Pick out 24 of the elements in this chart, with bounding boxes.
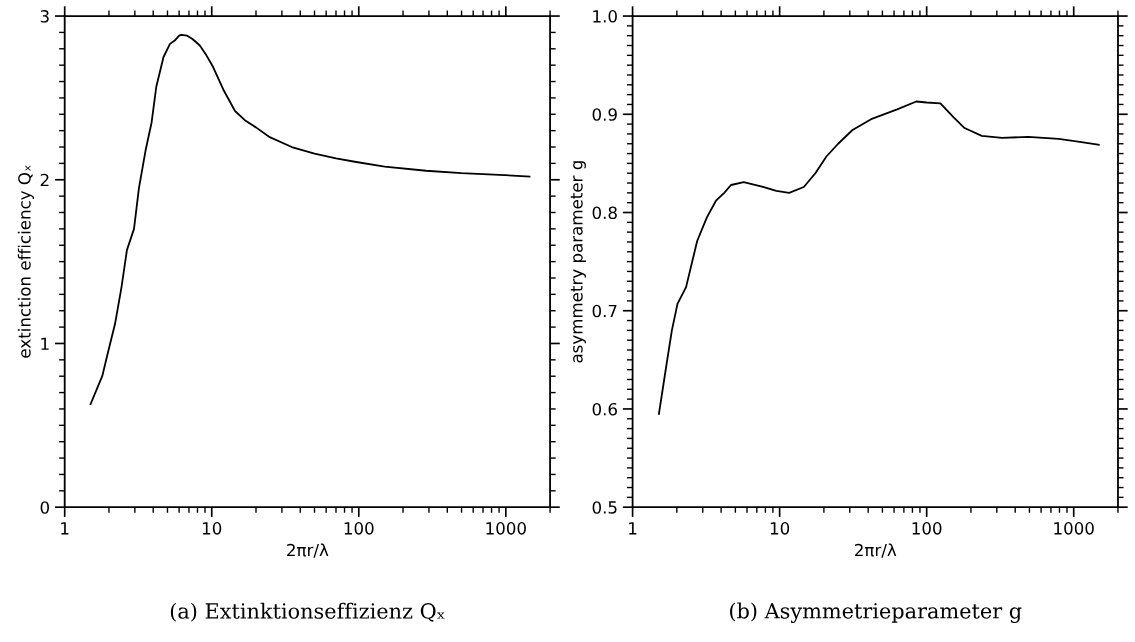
x-tick-label: 100: [344, 522, 374, 535]
x-tick-label: 1000: [486, 522, 526, 535]
x-tick-label: 100: [912, 522, 942, 535]
text: (a) Extinktionseffizienz Qₓ: [170, 602, 445, 622]
y-tick-label: 0.8: [592, 206, 617, 220]
y-tick-label: 0.7: [592, 304, 617, 318]
y-axis-title: asymmetry parameter g: [570, 161, 586, 363]
y-tick-label: 0.9: [592, 108, 617, 121]
y-axis-title: extinction efficiency Qₓ: [17, 165, 34, 358]
x-tick-label: 10: [202, 522, 222, 535]
x-axis-title: 2πr/λ: [855, 543, 897, 558]
x-tick-label: 1000: [1054, 522, 1094, 535]
x-axis-title: 2πr/λ: [287, 543, 329, 558]
y-tick-label: 1: [41, 337, 49, 350]
y-tick-label: 3: [40, 10, 49, 23]
y-tick-label: 2: [40, 173, 49, 187]
y-tick-label: 0.5: [592, 501, 617, 514]
x-tick-label: 10: [770, 522, 790, 535]
y-tick-label: 0: [40, 501, 49, 514]
y-tick-label: 1.0: [593, 10, 617, 23]
x-tick-label: 1: [61, 522, 69, 535]
text: (b) Asymmetrieparameter g: [730, 602, 1022, 623]
x-tick-label: 1: [629, 522, 637, 535]
y-tick-label: 0.6: [592, 402, 617, 416]
